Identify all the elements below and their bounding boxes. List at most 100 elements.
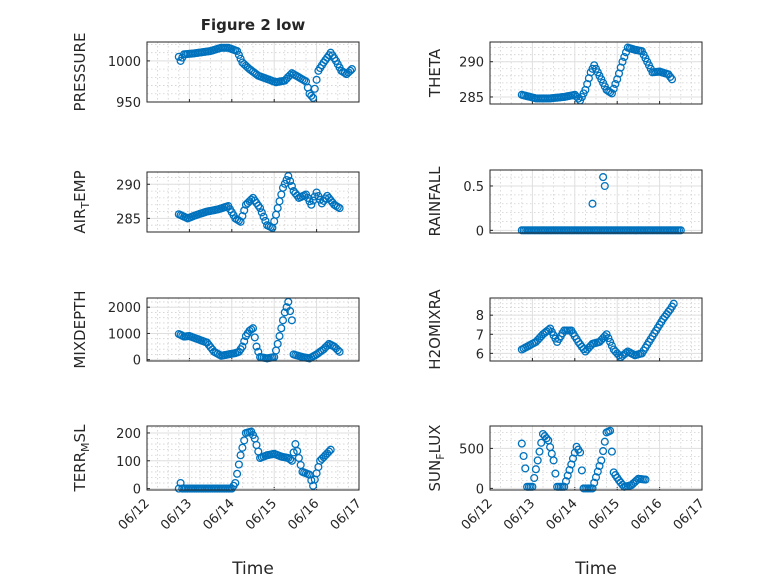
- data-point: [312, 75, 321, 84]
- data-point: [561, 477, 571, 486]
- x-axis-label: Time: [231, 559, 274, 579]
- data-point: [600, 181, 609, 191]
- x-tick-label: 06/14: [201, 496, 238, 533]
- data-point: [310, 84, 319, 93]
- data-point: [607, 447, 616, 456]
- data-point: [289, 448, 298, 457]
- data-point: [549, 456, 558, 465]
- data-point: [284, 172, 293, 181]
- y-tick-label: 1000: [108, 327, 141, 342]
- subplot-7: 06/12 06/13 06/14 06/15 06/16 06/17 0 100 200 TER…: [71, 424, 365, 579]
- data-point: [537, 438, 546, 447]
- y-tick-label: 0: [133, 483, 141, 498]
- data-point: [282, 175, 291, 185]
- data-point: [252, 342, 261, 351]
- axes-frame: [489, 425, 703, 491]
- axes-frame: [489, 169, 703, 234]
- y-axis-label: PRESSURE: [71, 33, 89, 112]
- y-tick-label: 7: [476, 328, 484, 343]
- data-point: [309, 93, 318, 102]
- data-point: [563, 471, 572, 480]
- axes-frame: [146, 425, 360, 491]
- axes-frame: [489, 297, 703, 362]
- data-point: [240, 436, 249, 445]
- data-point: [346, 66, 355, 75]
- data-point: [551, 469, 560, 478]
- data-point: [607, 89, 616, 98]
- y-tick-label: 290: [459, 56, 484, 71]
- y-tick-label: 0.5: [463, 180, 484, 195]
- subplot-6: 6 7 8 H2OMIXRA: [426, 289, 703, 370]
- data-point: [231, 478, 240, 488]
- data-point: [287, 316, 296, 325]
- data-point: [176, 478, 185, 488]
- y-tick-label: 285: [459, 91, 484, 106]
- y-tick-label: 0: [476, 482, 484, 497]
- data-point: [326, 445, 335, 454]
- subplot-3: 285 290 AIRTEMP: [71, 170, 360, 234]
- data-point: [236, 54, 245, 63]
- y-tick-label: 2000: [108, 301, 141, 316]
- data-point: [590, 478, 599, 487]
- axes-frame: [146, 297, 360, 362]
- data-point: [667, 75, 677, 84]
- data-point: [287, 456, 296, 465]
- data-point: [278, 183, 288, 192]
- x-axis-label: Time: [574, 559, 617, 579]
- y-axis-label: SUNFLUX: [426, 425, 447, 492]
- data-point: [602, 330, 611, 339]
- data-point: [666, 72, 675, 81]
- data-point: [593, 467, 602, 476]
- x-tick-label: 06/15: [586, 496, 623, 533]
- chart-title: Figure 2 low: [201, 16, 306, 34]
- data-point: [247, 325, 256, 334]
- data-point: [286, 455, 295, 464]
- x-tick-label: 06/12: [116, 496, 153, 533]
- data-point: [609, 84, 618, 93]
- data-point: [278, 316, 288, 325]
- y-axis-label: AIRTEMP: [71, 170, 92, 233]
- data-point: [611, 79, 620, 89]
- data-point: [599, 173, 608, 182]
- x-tick-label: 06/13: [158, 496, 195, 533]
- data-point: [579, 345, 588, 354]
- data-point: [257, 208, 266, 217]
- y-axis-label: THETA: [426, 48, 444, 98]
- data-point: [531, 465, 540, 474]
- data-point: [606, 426, 615, 435]
- data-point: [618, 57, 627, 66]
- subplot-1: 950 1000 PRESSURE Figure 2 low: [71, 16, 360, 112]
- data-point: [286, 177, 295, 186]
- y-tick-label: 200: [116, 427, 141, 442]
- data-point: [234, 50, 243, 59]
- subplot-5: 0 1000 2000 MIXDEPTH: [71, 290, 360, 369]
- x-tick-label: 06/17: [671, 496, 708, 533]
- data-point: [535, 447, 544, 456]
- data-point: [324, 447, 334, 456]
- data-point: [599, 447, 608, 456]
- data-point: [248, 324, 258, 333]
- data-point: [595, 461, 604, 471]
- y-axis-label: MIXDEPTH: [71, 290, 89, 368]
- y-axis-label: RAINFALL: [426, 166, 444, 237]
- data-point: [542, 434, 551, 443]
- data-point: [307, 200, 316, 209]
- axes-frame: [146, 171, 360, 233]
- y-tick-label: 8: [476, 309, 484, 324]
- y-tick-label: 500: [459, 442, 484, 457]
- data-point: [277, 324, 286, 333]
- x-tick-label: 06/15: [243, 496, 280, 533]
- data-point: [259, 212, 268, 221]
- data-point: [576, 448, 585, 457]
- x-tick-label: 06/17: [328, 496, 365, 533]
- data-point: [233, 46, 242, 56]
- data-point: [256, 204, 265, 213]
- axes-background: [146, 41, 360, 103]
- data-point: [233, 469, 242, 478]
- data-point: [273, 339, 282, 348]
- data-point: [620, 52, 629, 62]
- data-point: [236, 451, 245, 460]
- data-point: [607, 341, 616, 350]
- data-point: [597, 456, 606, 465]
